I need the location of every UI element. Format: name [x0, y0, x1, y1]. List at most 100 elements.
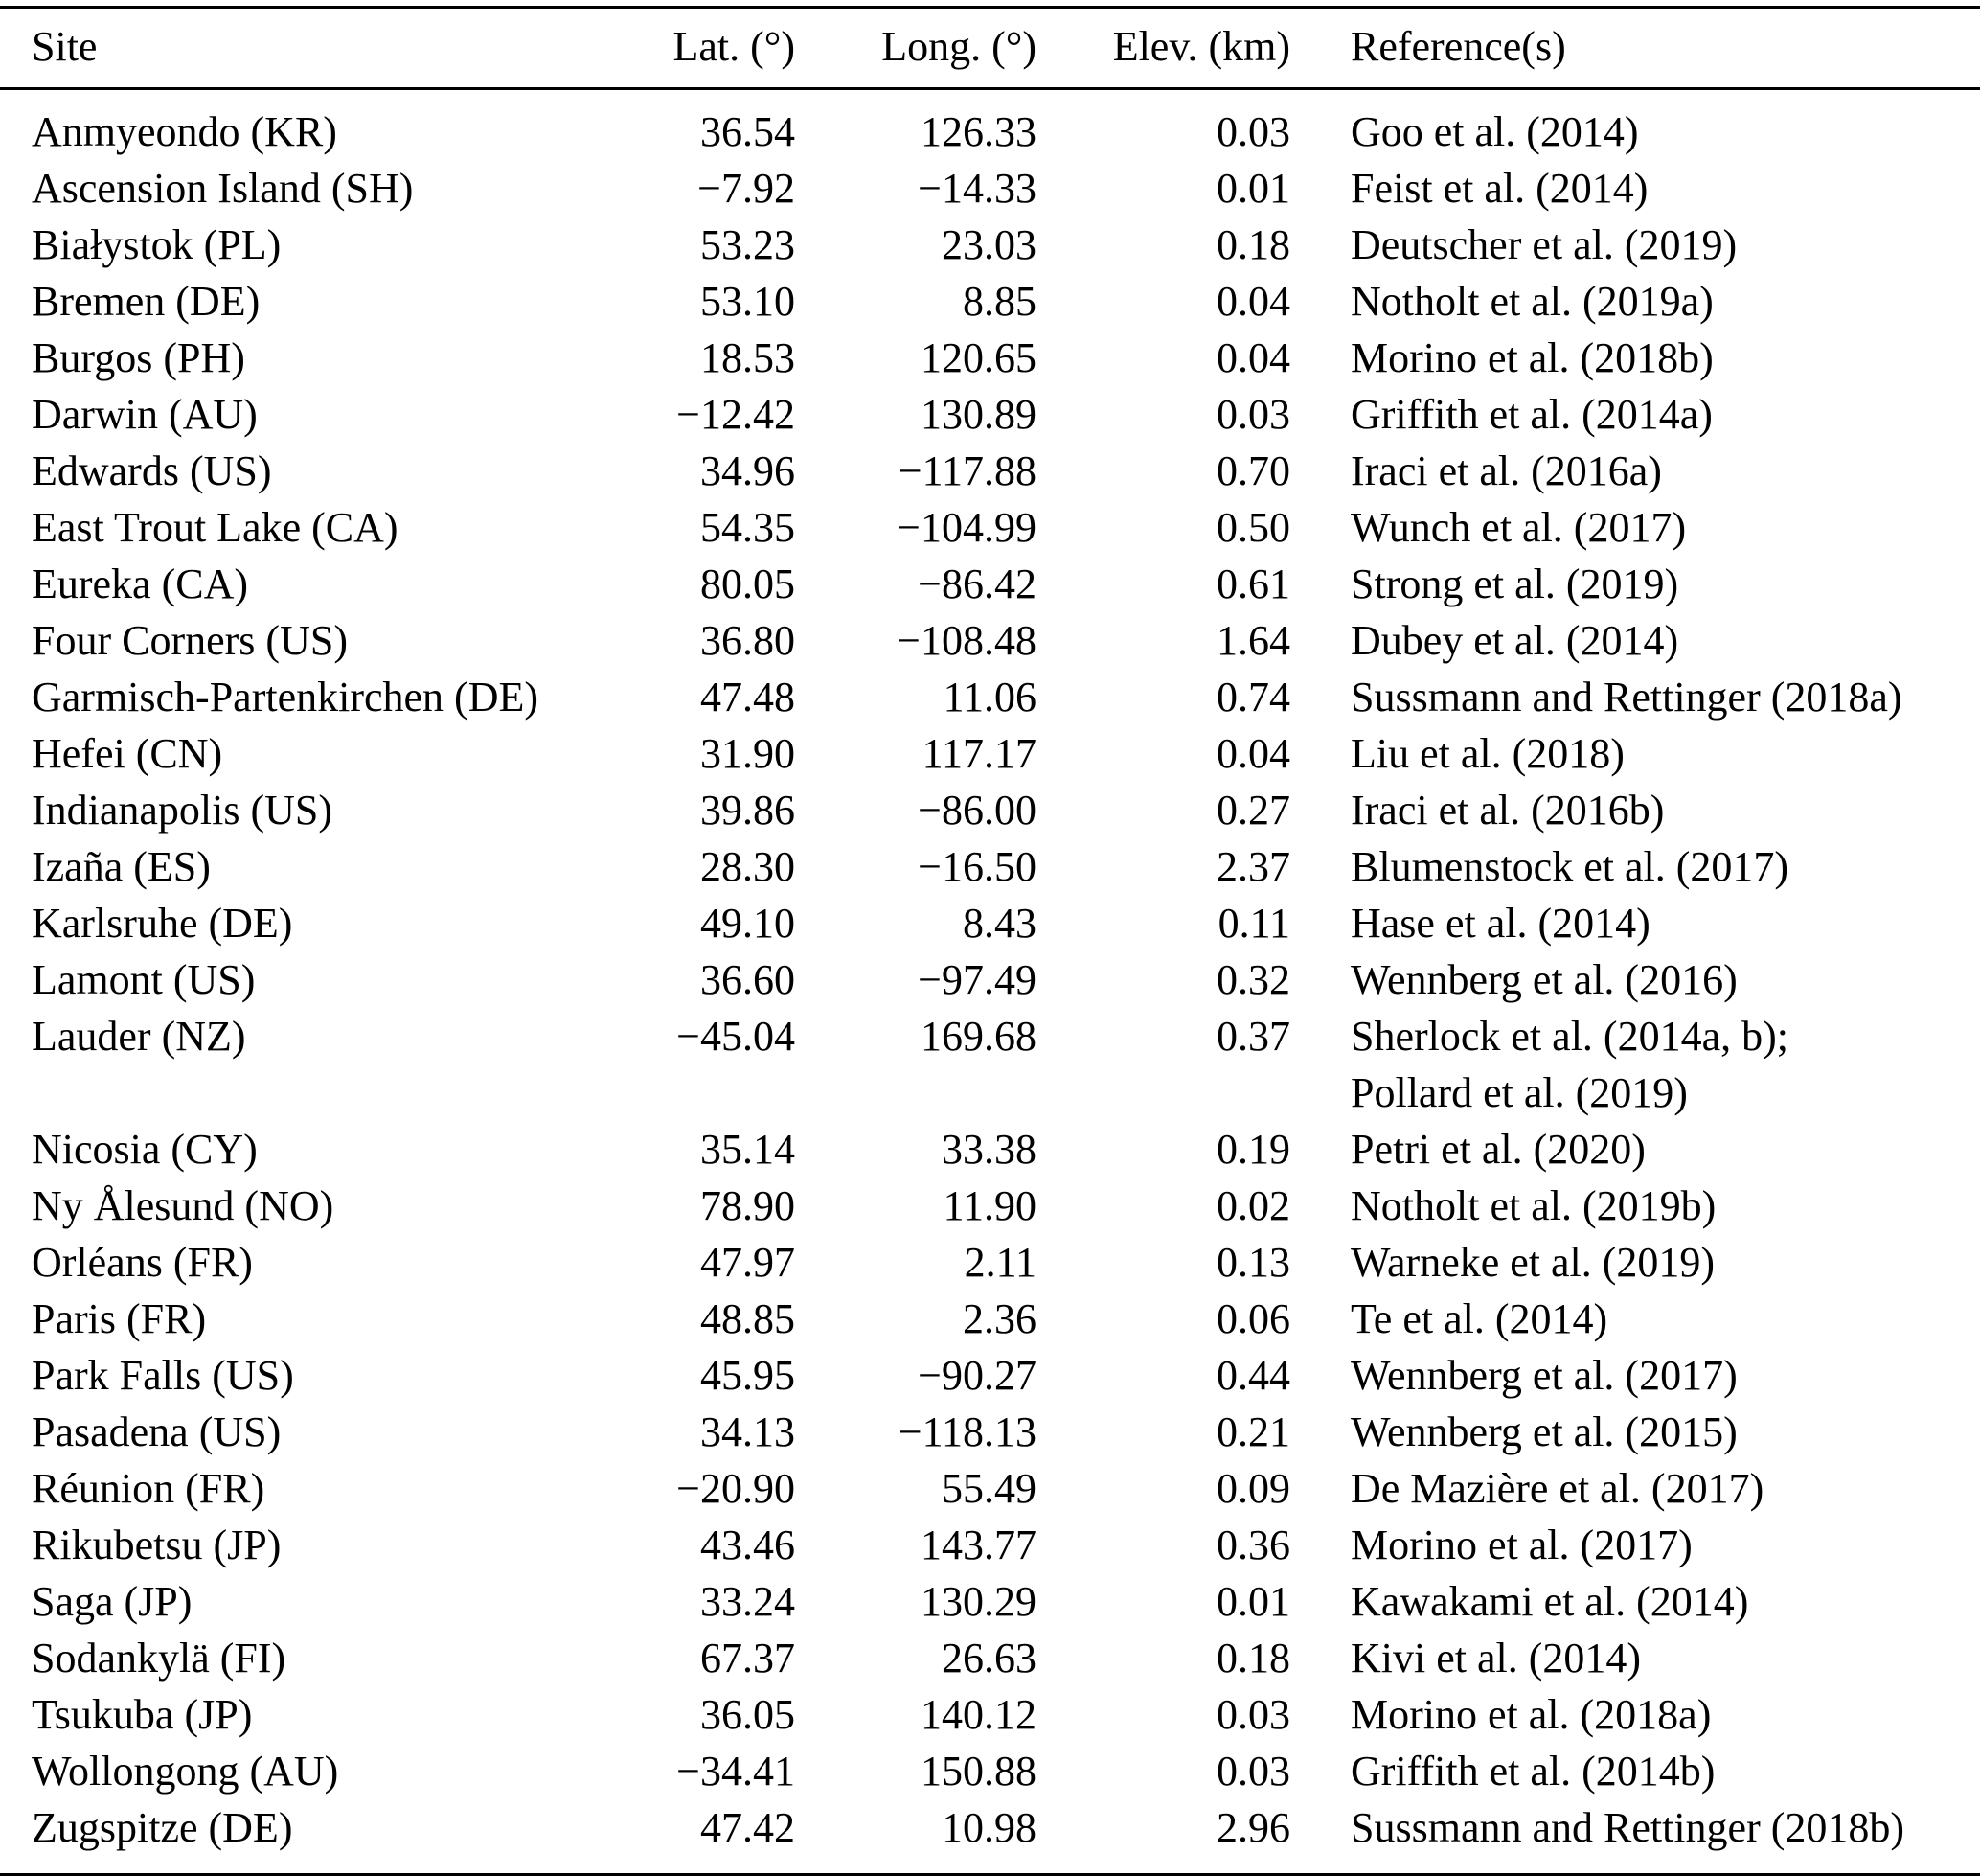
- longitude-cell: 126.33: [921, 108, 1036, 155]
- latitude-cell: −34.41: [676, 1748, 795, 1795]
- header-elevation: Elev. (km): [1036, 7, 1290, 90]
- elevation-cell: 2.37: [1217, 843, 1290, 890]
- header-latitude: Lat. (°): [632, 7, 795, 90]
- longitude-cell: 143.77: [921, 1521, 1036, 1568]
- reference-cell: Iraci et al. (2016b): [1351, 787, 1665, 834]
- reference-cell: Sherlock et al. (2014a, b); Pollard et a…: [1351, 1013, 1788, 1116]
- elevation-cell: 0.03: [1217, 1748, 1290, 1795]
- latitude-cell: 53.23: [700, 221, 795, 268]
- reference-cell: Kivi et al. (2014): [1351, 1635, 1642, 1682]
- site-cell: Lamont (US): [32, 956, 256, 1003]
- reference-cell: Griffith et al. (2014b): [1351, 1748, 1716, 1795]
- site-cell: Pasadena (US): [32, 1408, 282, 1455]
- reference-cell: Goo et al. (2014): [1351, 108, 1639, 155]
- longitude-cell: 10.98: [942, 1804, 1036, 1851]
- longitude-cell: 23.03: [942, 221, 1036, 268]
- longitude-cell: 130.89: [921, 391, 1036, 438]
- site-cell: Darwin (AU): [32, 391, 258, 438]
- site-cell: Garmisch-Partenkirchen (DE): [32, 674, 539, 721]
- table-row: Białystok (PL) 53.23 23.03 0.18 Deutscher et…: [0, 217, 1980, 273]
- longitude-cell: −16.50: [918, 843, 1036, 890]
- elevation-cell: 0.27: [1217, 787, 1290, 834]
- reference-cell: Feist et al. (2014): [1351, 165, 1649, 212]
- site-cell: Nicosia (CY): [32, 1126, 258, 1173]
- table-row: Izaña (ES) 28.30 −16.50 2.37 Blumenstock et …: [0, 838, 1980, 895]
- elevation-cell: 0.09: [1217, 1465, 1290, 1512]
- reference-cell: Wennberg et al. (2016): [1351, 956, 1738, 1003]
- longitude-cell: 33.38: [942, 1126, 1036, 1173]
- latitude-cell: 18.53: [700, 334, 795, 381]
- longitude-cell: 8.43: [963, 900, 1036, 947]
- elevation-cell: 0.74: [1217, 674, 1290, 721]
- reference-cell: Morino et al. (2018b): [1351, 334, 1714, 381]
- site-cell: Karlsruhe (DE): [32, 900, 293, 947]
- latitude-cell: 35.14: [700, 1126, 795, 1173]
- longitude-cell: 11.06: [943, 674, 1036, 721]
- longitude-cell: 117.17: [922, 730, 1036, 777]
- reference-cell: Hase et al. (2014): [1351, 900, 1650, 947]
- site-cell: Izaña (ES): [32, 843, 211, 890]
- latitude-cell: −45.04: [676, 1013, 795, 1060]
- table-row: Edwards (US) 34.96 −117.88 0.70 Iraci et al.…: [0, 443, 1980, 499]
- longitude-cell: −90.27: [918, 1352, 1036, 1399]
- table-row: Bremen (DE) 53.10 8.85 0.04 Notholt et al. (…: [0, 273, 1980, 330]
- longitude-cell: −14.33: [918, 165, 1036, 212]
- longitude-cell: −86.42: [918, 561, 1036, 607]
- latitude-cell: 53.10: [700, 278, 795, 325]
- reference-cell: Morino et al. (2018a): [1351, 1691, 1712, 1738]
- latitude-cell: 80.05: [700, 561, 795, 607]
- table-row: Saga (JP) 33.24 130.29 0.01 Kawakami et al. …: [0, 1573, 1980, 1630]
- table-row: Anmyeondo (KR) 36.54 126.33 0.03 Goo et al. …: [0, 89, 1980, 161]
- site-cell: Eureka (CA): [32, 561, 249, 607]
- site-cell: Four Corners (US): [32, 617, 348, 664]
- elevation-cell: 0.06: [1217, 1295, 1290, 1342]
- latitude-cell: 34.96: [700, 447, 795, 494]
- longitude-cell: 169.68: [921, 1013, 1036, 1060]
- reference-cell: Blumenstock et al. (2017): [1351, 843, 1789, 890]
- table-row: Sodankylä (FI) 67.37 26.63 0.18 Kivi et al. …: [0, 1630, 1980, 1686]
- longitude-cell: −97.49: [918, 956, 1036, 1003]
- longitude-cell: −117.88: [898, 447, 1036, 494]
- elevation-cell: 0.18: [1217, 1635, 1290, 1682]
- latitude-cell: 36.54: [700, 108, 795, 155]
- site-cell: Rikubetsu (JP): [32, 1521, 282, 1568]
- site-cell: Anmyeondo (KR): [32, 108, 337, 155]
- table-row: Tsukuba (JP) 36.05 140.12 0.03 Morino et al.…: [0, 1686, 1980, 1743]
- table-row: Darwin (AU) −12.42 130.89 0.03 Griffith et a…: [0, 386, 1980, 443]
- table-row: Four Corners (US) 36.80 −108.48 1.64 Dubey e…: [0, 612, 1980, 669]
- site-cell: Saga (JP): [32, 1578, 193, 1625]
- site-cell: Ny Ålesund (NO): [32, 1182, 334, 1229]
- elevation-cell: 0.02: [1217, 1182, 1290, 1229]
- reference-cell: De Mazière et al. (2017): [1351, 1465, 1764, 1512]
- longitude-cell: −104.99: [897, 504, 1036, 551]
- table-row: Karlsruhe (DE) 49.10 8.43 0.11 Hase et al. (…: [0, 895, 1980, 951]
- table-row: Paris (FR) 48.85 2.36 0.06 Te et al. (2014): [0, 1291, 1980, 1347]
- reference-cell: Liu et al. (2018): [1351, 730, 1625, 777]
- elevation-cell: 0.03: [1217, 108, 1290, 155]
- elevation-cell: 0.03: [1217, 1691, 1290, 1738]
- site-table-body: Anmyeondo (KR) 36.54 126.33 0.03 Goo et al. …: [0, 89, 1980, 1875]
- elevation-cell: 0.11: [1218, 900, 1290, 947]
- latitude-cell: 39.86: [700, 787, 795, 834]
- table-row: Wollongong (AU) −34.41 150.88 0.03 Griffith …: [0, 1743, 1980, 1799]
- elevation-cell: 0.04: [1217, 730, 1290, 777]
- latitude-cell: −12.42: [676, 391, 795, 438]
- header-site: Site: [0, 7, 632, 90]
- latitude-cell: −7.92: [697, 165, 795, 212]
- site-cell: East Trout Lake (CA): [32, 504, 398, 551]
- site-cell: Paris (FR): [32, 1295, 207, 1342]
- table-row: Pasadena (US) 34.13 −118.13 0.21 Wennberg et…: [0, 1404, 1980, 1460]
- latitude-cell: 49.10: [700, 900, 795, 947]
- longitude-cell: 130.29: [921, 1578, 1036, 1625]
- latitude-cell: 47.48: [700, 674, 795, 721]
- elevation-cell: 0.01: [1217, 1578, 1290, 1625]
- longitude-cell: −108.48: [897, 617, 1036, 664]
- elevation-cell: 0.21: [1217, 1408, 1290, 1455]
- longitude-cell: −118.13: [898, 1408, 1036, 1455]
- reference-cell: Griffith et al. (2014a): [1351, 391, 1713, 438]
- table-row: Réunion (FR) −20.90 55.49 0.09 De Mazière et…: [0, 1460, 1980, 1517]
- reference-cell: Wennberg et al. (2015): [1351, 1408, 1738, 1455]
- site-cell: Sodankylä (FI): [32, 1635, 286, 1682]
- elevation-cell: 0.04: [1217, 278, 1290, 325]
- reference-cell: Morino et al. (2017): [1351, 1521, 1693, 1568]
